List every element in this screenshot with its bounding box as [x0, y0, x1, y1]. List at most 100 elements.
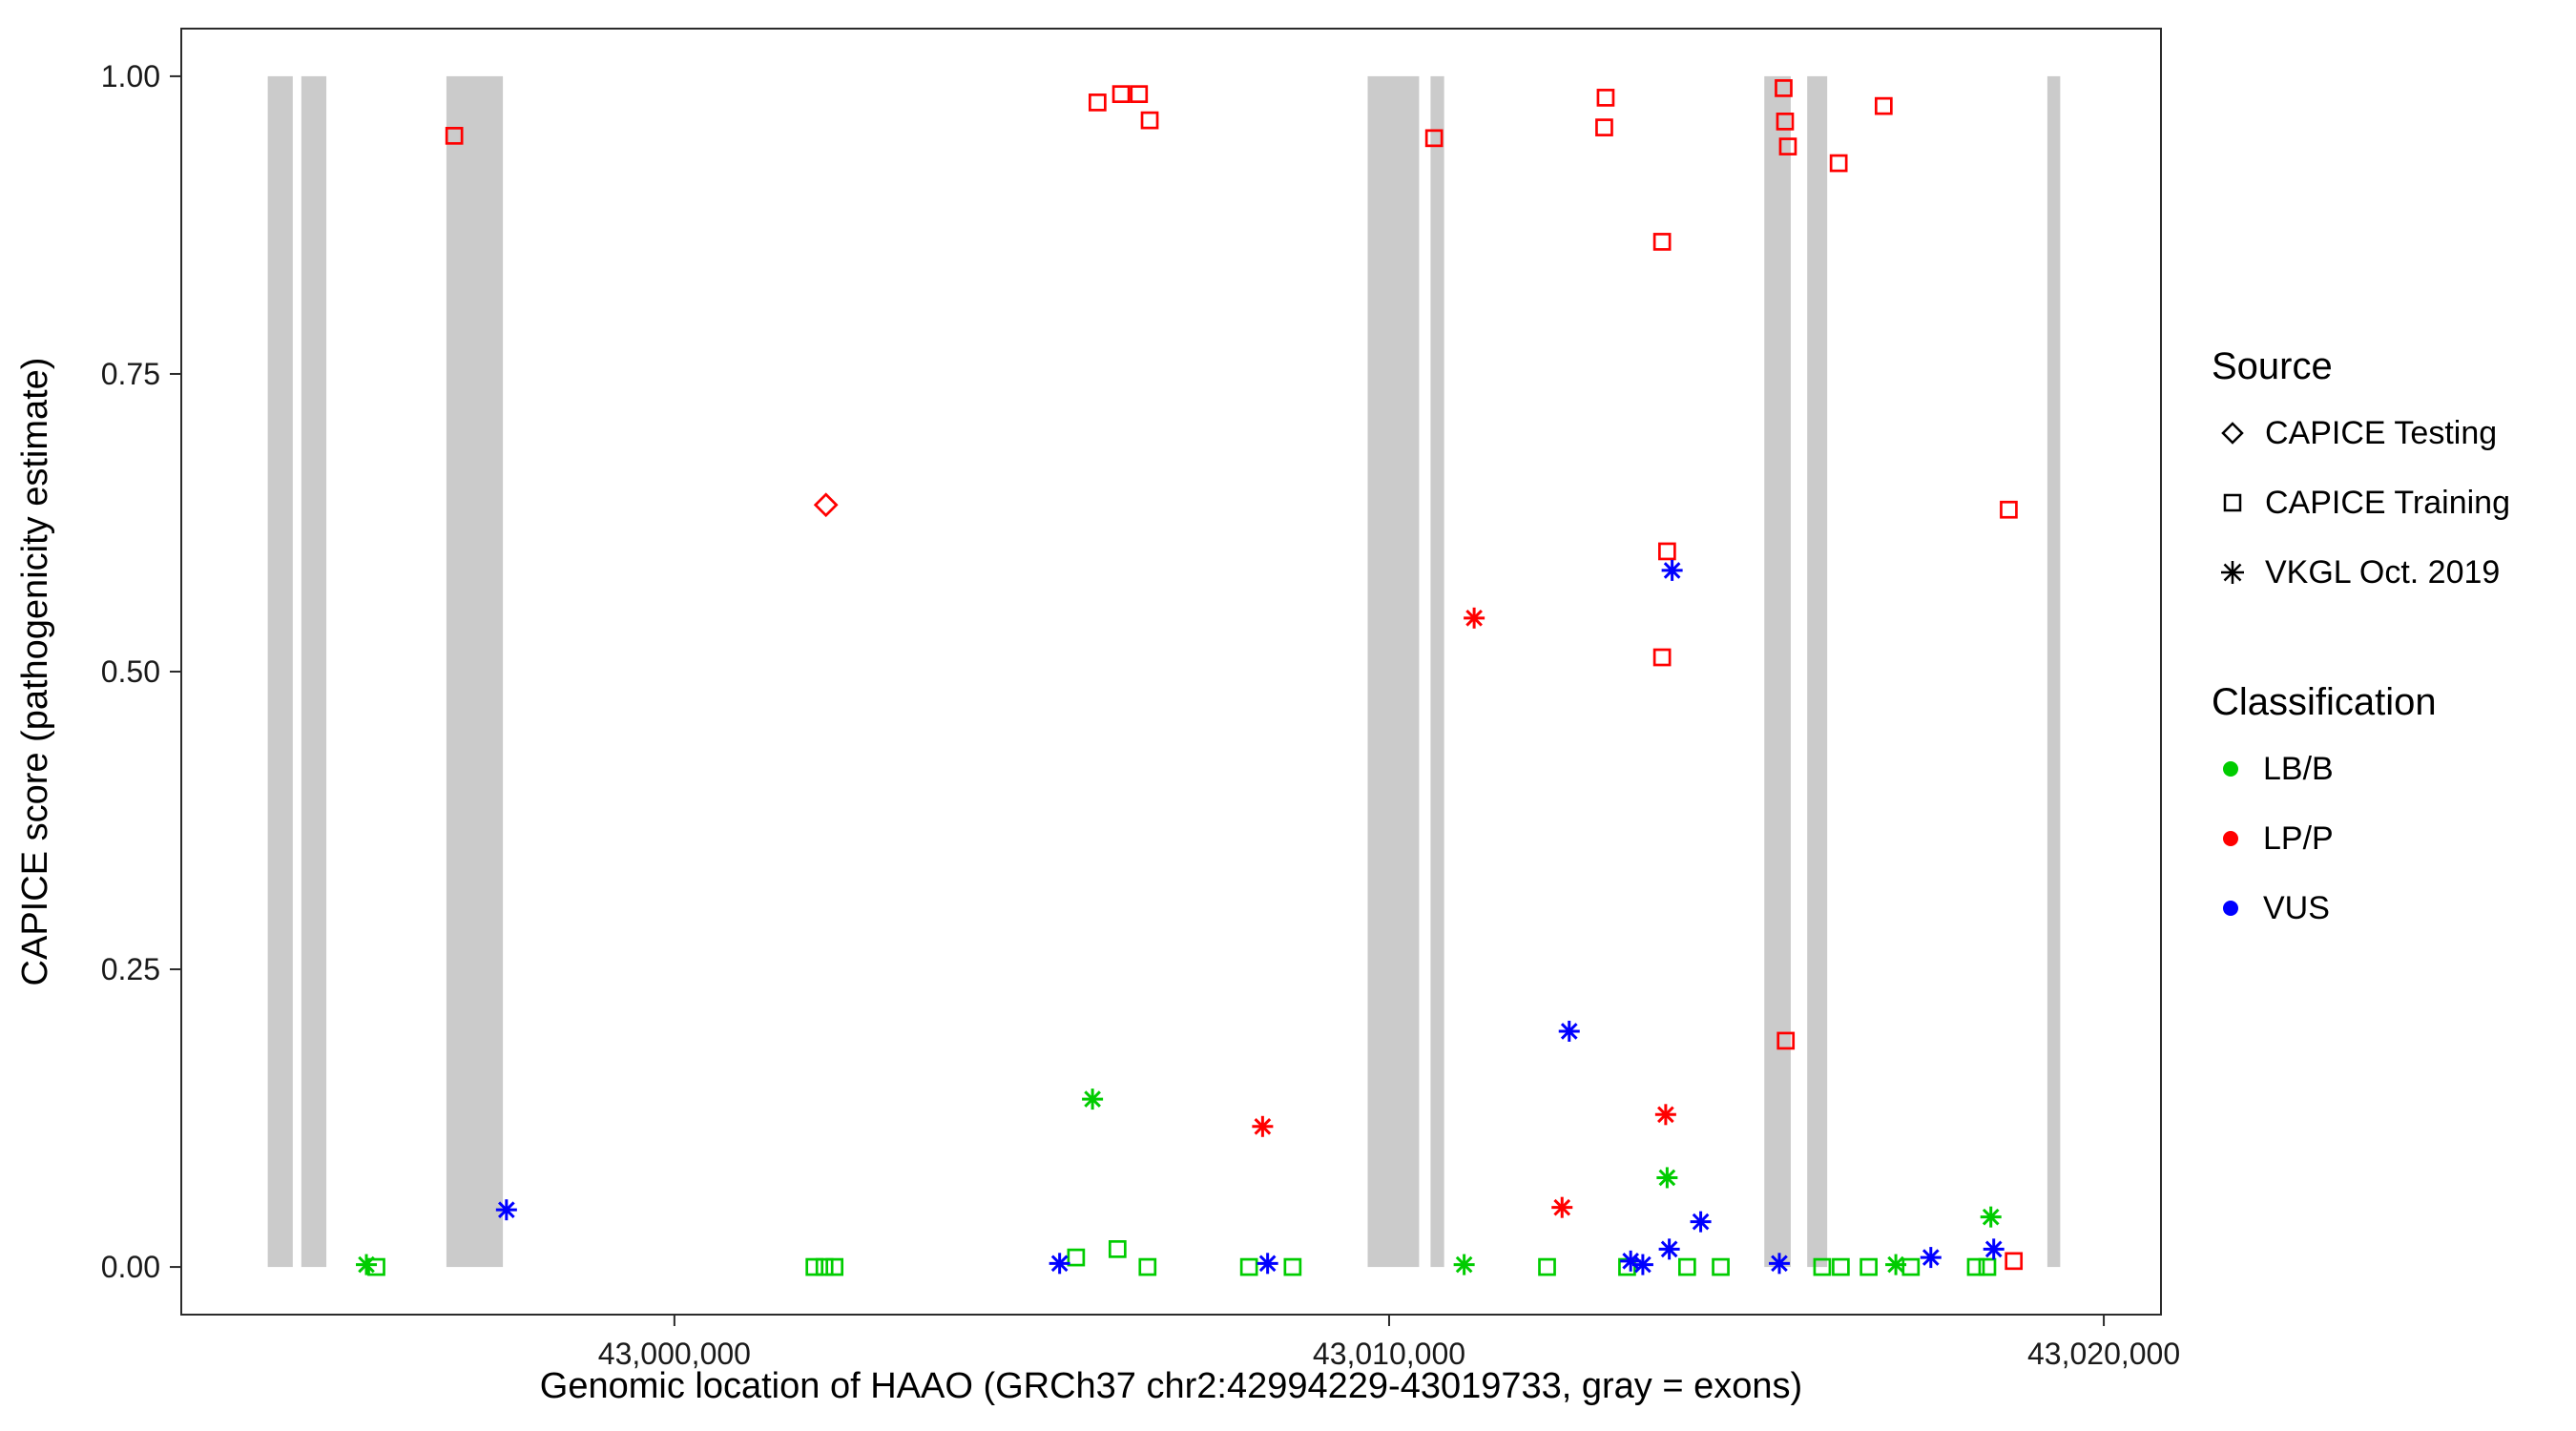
exon-band [446, 75, 504, 1268]
data-point-asterisk [1455, 1255, 1473, 1274]
y-tick-label: 0.00 [101, 1250, 160, 1284]
data-point-square [1832, 1257, 1850, 1276]
legend-item-capice-testing: CAPICE Testing [2212, 410, 2574, 456]
data-point-asterisk [1771, 1255, 1788, 1273]
data-point-asterisk [1922, 1249, 1940, 1266]
data-point-asterisk [1660, 1240, 1678, 1258]
square-icon [2223, 493, 2242, 512]
exon-band [1764, 75, 1791, 1268]
data-point-asterisk [1887, 1255, 1904, 1274]
data-point-square [1778, 137, 1797, 156]
y-tick-label: 1.00 [101, 59, 160, 93]
data-point-square [1424, 129, 1444, 148]
data-point-square [1595, 118, 1613, 136]
y-axis-title: CAPICE score (pathogenicity estimate) [15, 357, 55, 986]
data-point-asterisk [1254, 1117, 1272, 1135]
data-point-square [1283, 1257, 1302, 1276]
data-point-square [825, 1257, 844, 1276]
legend-label: VKGL Oct. 2019 [2265, 553, 2501, 591]
lpp-dot-icon [2223, 831, 2238, 846]
legend-label: LB/B [2263, 750, 2334, 787]
data-point-asterisk [1560, 1023, 1578, 1040]
x-tick-label: 43,000,000 [598, 1337, 751, 1371]
data-point-asterisk [498, 1201, 515, 1219]
data-point-square [1538, 1257, 1556, 1276]
data-point-asterisk [1553, 1198, 1571, 1216]
exon-band [1807, 75, 1828, 1268]
legend-source-title: Source [2212, 345, 2333, 387]
legend-item-lpp: LP/P [2212, 816, 2574, 861]
data-point-square [1813, 1257, 1832, 1276]
legend-item-vkgl: VKGL Oct. 2019 [2212, 550, 2574, 595]
data-point-square [1111, 85, 1131, 103]
data-point-asterisk [1050, 1255, 1069, 1273]
diamond-icon [2221, 422, 2244, 445]
data-point-square [1677, 1257, 1696, 1276]
data-point-square [1966, 1257, 1985, 1276]
data-point-asterisk [1084, 1090, 1101, 1108]
legend: Source CAPICE Testing CAPICE Training VK… [2212, 343, 2574, 955]
data-point-asterisk [1982, 1208, 2000, 1226]
data-point-square [1652, 233, 1672, 251]
data-point-square [445, 126, 464, 145]
x-tick-label: 43,020,000 [2027, 1337, 2180, 1371]
data-point-square [1108, 1240, 1127, 1258]
data-point-asterisk [1692, 1213, 1710, 1231]
data-point-asterisk [358, 1255, 375, 1274]
exon-band [301, 75, 327, 1268]
data-point-square [1067, 1248, 1086, 1267]
data-point-diamond [813, 492, 839, 518]
data-point-square [1775, 79, 1793, 97]
asterisk-icon [2221, 561, 2244, 584]
data-point-asterisk [1663, 562, 1681, 579]
legend-classification-title: Classification [2212, 681, 2437, 723]
data-point-asterisk [1658, 1169, 1676, 1187]
data-point-square [2005, 1252, 2024, 1271]
data-point-square [1875, 96, 1893, 115]
data-point-square [1776, 1031, 1796, 1050]
data-point-square [1596, 89, 1615, 107]
data-point-square [2000, 500, 2018, 519]
data-point-square [1859, 1257, 1878, 1276]
legend-label: VUS [2263, 889, 2330, 926]
x-axis-title: Genomic location of HAAO (GRCh37 chr2:42… [539, 1366, 1803, 1406]
legend-label: CAPICE Training [2265, 484, 2510, 521]
data-point-square [805, 1257, 824, 1276]
data-point-asterisk [1258, 1255, 1277, 1273]
legend-item-vus: VUS [2212, 885, 2574, 931]
data-point-square [1140, 111, 1159, 130]
legend-item-capice-training: CAPICE Training [2212, 480, 2574, 526]
data-point-square [815, 1257, 834, 1276]
data-point-asterisk [1634, 1255, 1652, 1274]
data-point-square [1978, 1257, 1997, 1276]
data-point-square [1901, 1257, 1921, 1276]
data-point-square [1829, 154, 1848, 173]
y-tick-label: 0.50 [101, 654, 160, 689]
legend-label: LP/P [2263, 819, 2334, 857]
data-point-asterisk [1622, 1252, 1640, 1270]
y-tick-label: 0.25 [101, 952, 160, 986]
vus-dot-icon [2223, 901, 2238, 916]
data-point-square [1776, 113, 1795, 131]
legend-item-lbb: LB/B [2212, 746, 2574, 792]
data-point-square [1712, 1257, 1730, 1276]
data-point-square [1088, 93, 1107, 112]
data-point-asterisk [1465, 609, 1483, 627]
exon-band [2046, 75, 2061, 1268]
data-point-asterisk [1657, 1106, 1674, 1124]
data-point-asterisk [1984, 1240, 2003, 1258]
exon-band [267, 75, 293, 1268]
exon-band [1367, 75, 1420, 1268]
data-point-square [1138, 1257, 1157, 1276]
data-point-square [1658, 542, 1676, 561]
data-point-square [1239, 1257, 1258, 1276]
exon-band [1430, 75, 1444, 1268]
x-tick-label: 43,010,000 [1313, 1337, 1465, 1371]
data-point-square [1652, 648, 1672, 667]
y-tick-label: 0.75 [101, 357, 160, 391]
data-point-square [1130, 85, 1149, 103]
legend-label: CAPICE Testing [2265, 414, 2498, 451]
lbb-dot-icon [2223, 761, 2238, 777]
